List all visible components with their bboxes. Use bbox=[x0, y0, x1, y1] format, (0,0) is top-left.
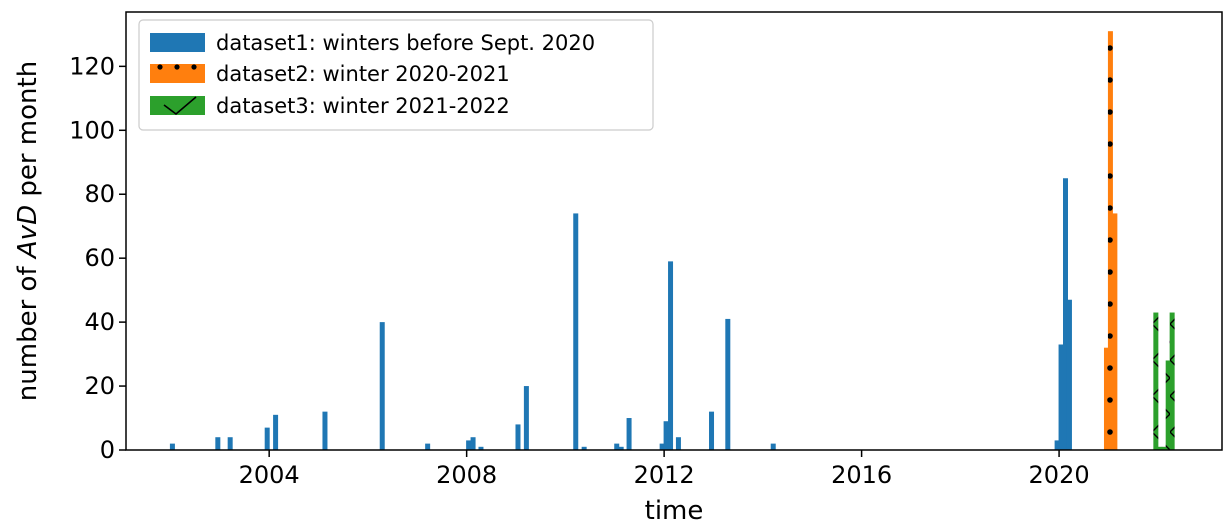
bar-series-3-2 bbox=[1161, 446, 1167, 450]
bar-series-1-11 bbox=[515, 424, 521, 450]
legend-dot-1 bbox=[157, 64, 163, 70]
bar-series-2-1 bbox=[1107, 31, 1113, 451]
bar-series-1-3 bbox=[264, 427, 270, 450]
x-axis-ticks: 2004 2008 2012 2016 2020 bbox=[239, 450, 1090, 489]
legend-hatch bbox=[163, 96, 197, 116]
x-tick-label: 2012 bbox=[634, 461, 695, 489]
y-tick-label: 0 bbox=[100, 436, 115, 464]
legend-label-dataset3: dataset3: winter 2021-2022 bbox=[216, 94, 510, 118]
bar-series-1-21 bbox=[675, 437, 681, 450]
legend-dot-3 bbox=[191, 64, 197, 70]
x-tick-label: 2004 bbox=[239, 461, 300, 489]
bar-series-1-4 bbox=[273, 414, 279, 450]
bar-series-1-13 bbox=[573, 213, 579, 450]
legend-label-dataset1: dataset1: winters before Sept. 2020 bbox=[216, 31, 595, 55]
bar-series-1-9 bbox=[470, 437, 476, 450]
bar-series-1-28 bbox=[1066, 299, 1072, 450]
legend-box bbox=[138, 19, 654, 131]
legend-swatch-dataset1 bbox=[150, 33, 205, 52]
bar-series-1-0 bbox=[169, 443, 175, 450]
y-axis-label-prefix: number of bbox=[13, 258, 43, 401]
y-tick-label: 100 bbox=[69, 116, 115, 144]
x-tick-label: 2008 bbox=[436, 461, 497, 489]
bar-series-1-6 bbox=[379, 322, 385, 450]
bar-series-1-17 bbox=[626, 418, 632, 450]
bar-series-1-18 bbox=[659, 443, 665, 450]
bar-series-1-5 bbox=[322, 411, 328, 450]
bar-series-3-4 bbox=[1169, 312, 1175, 450]
y-axis-label: number of AvD per month bbox=[13, 61, 43, 401]
y-tick-label: 120 bbox=[69, 52, 115, 80]
bar-series-1-16 bbox=[618, 446, 624, 450]
x-tick-label: 2016 bbox=[831, 461, 892, 489]
y-axis-ticks: 0 20 40 60 80 100 120 bbox=[69, 52, 126, 464]
bar-series-1-14 bbox=[581, 446, 587, 450]
bar-series-1-19 bbox=[663, 421, 669, 450]
bar-series-1-25 bbox=[1054, 440, 1060, 450]
y-axis-label-italic: AvD bbox=[13, 205, 43, 260]
x-tick-label: 2020 bbox=[1029, 461, 1090, 489]
legend-dot-2 bbox=[174, 64, 180, 70]
bar-series-1-10 bbox=[478, 446, 484, 450]
y-tick-label: 60 bbox=[84, 244, 115, 272]
bar-series-1-22 bbox=[709, 411, 715, 450]
y-tick-label: 40 bbox=[84, 308, 115, 336]
bar-series-3-1 bbox=[1157, 446, 1163, 450]
bar-series-1-27 bbox=[1063, 178, 1068, 450]
bars-layer bbox=[169, 31, 1175, 451]
bar-series-2-2 bbox=[1112, 213, 1118, 450]
bar-series-1-23 bbox=[725, 318, 731, 450]
bar-series-1-20 bbox=[668, 261, 674, 450]
legend-label-dataset2: dataset2: winter 2020-2021 bbox=[216, 62, 510, 86]
plot-frame bbox=[125, 11, 1223, 451]
y-tick-label: 80 bbox=[84, 180, 115, 208]
bar-series-2-0 bbox=[1103, 347, 1109, 450]
legend: dataset1: winters before Sept. 2020 data… bbox=[138, 19, 654, 131]
bar-series-1-12 bbox=[523, 386, 529, 450]
bar-series-1-15 bbox=[614, 443, 620, 450]
legend-swatch-dataset2 bbox=[150, 64, 205, 83]
bar-series-1-1 bbox=[215, 437, 221, 450]
bar-series-3-3 bbox=[1165, 360, 1171, 450]
y-tick-label: 20 bbox=[84, 372, 115, 400]
bar-series-1-26 bbox=[1058, 344, 1064, 450]
bar-series-1-24 bbox=[770, 443, 776, 450]
x-axis-label: time bbox=[645, 496, 704, 526]
y-axis-label-suffix: per month bbox=[13, 61, 43, 205]
bar-series-3-0 bbox=[1153, 312, 1159, 450]
bar-series-1-2 bbox=[227, 437, 233, 450]
bar-series-1-7 bbox=[425, 443, 431, 450]
bar-series-1-8 bbox=[466, 440, 472, 450]
